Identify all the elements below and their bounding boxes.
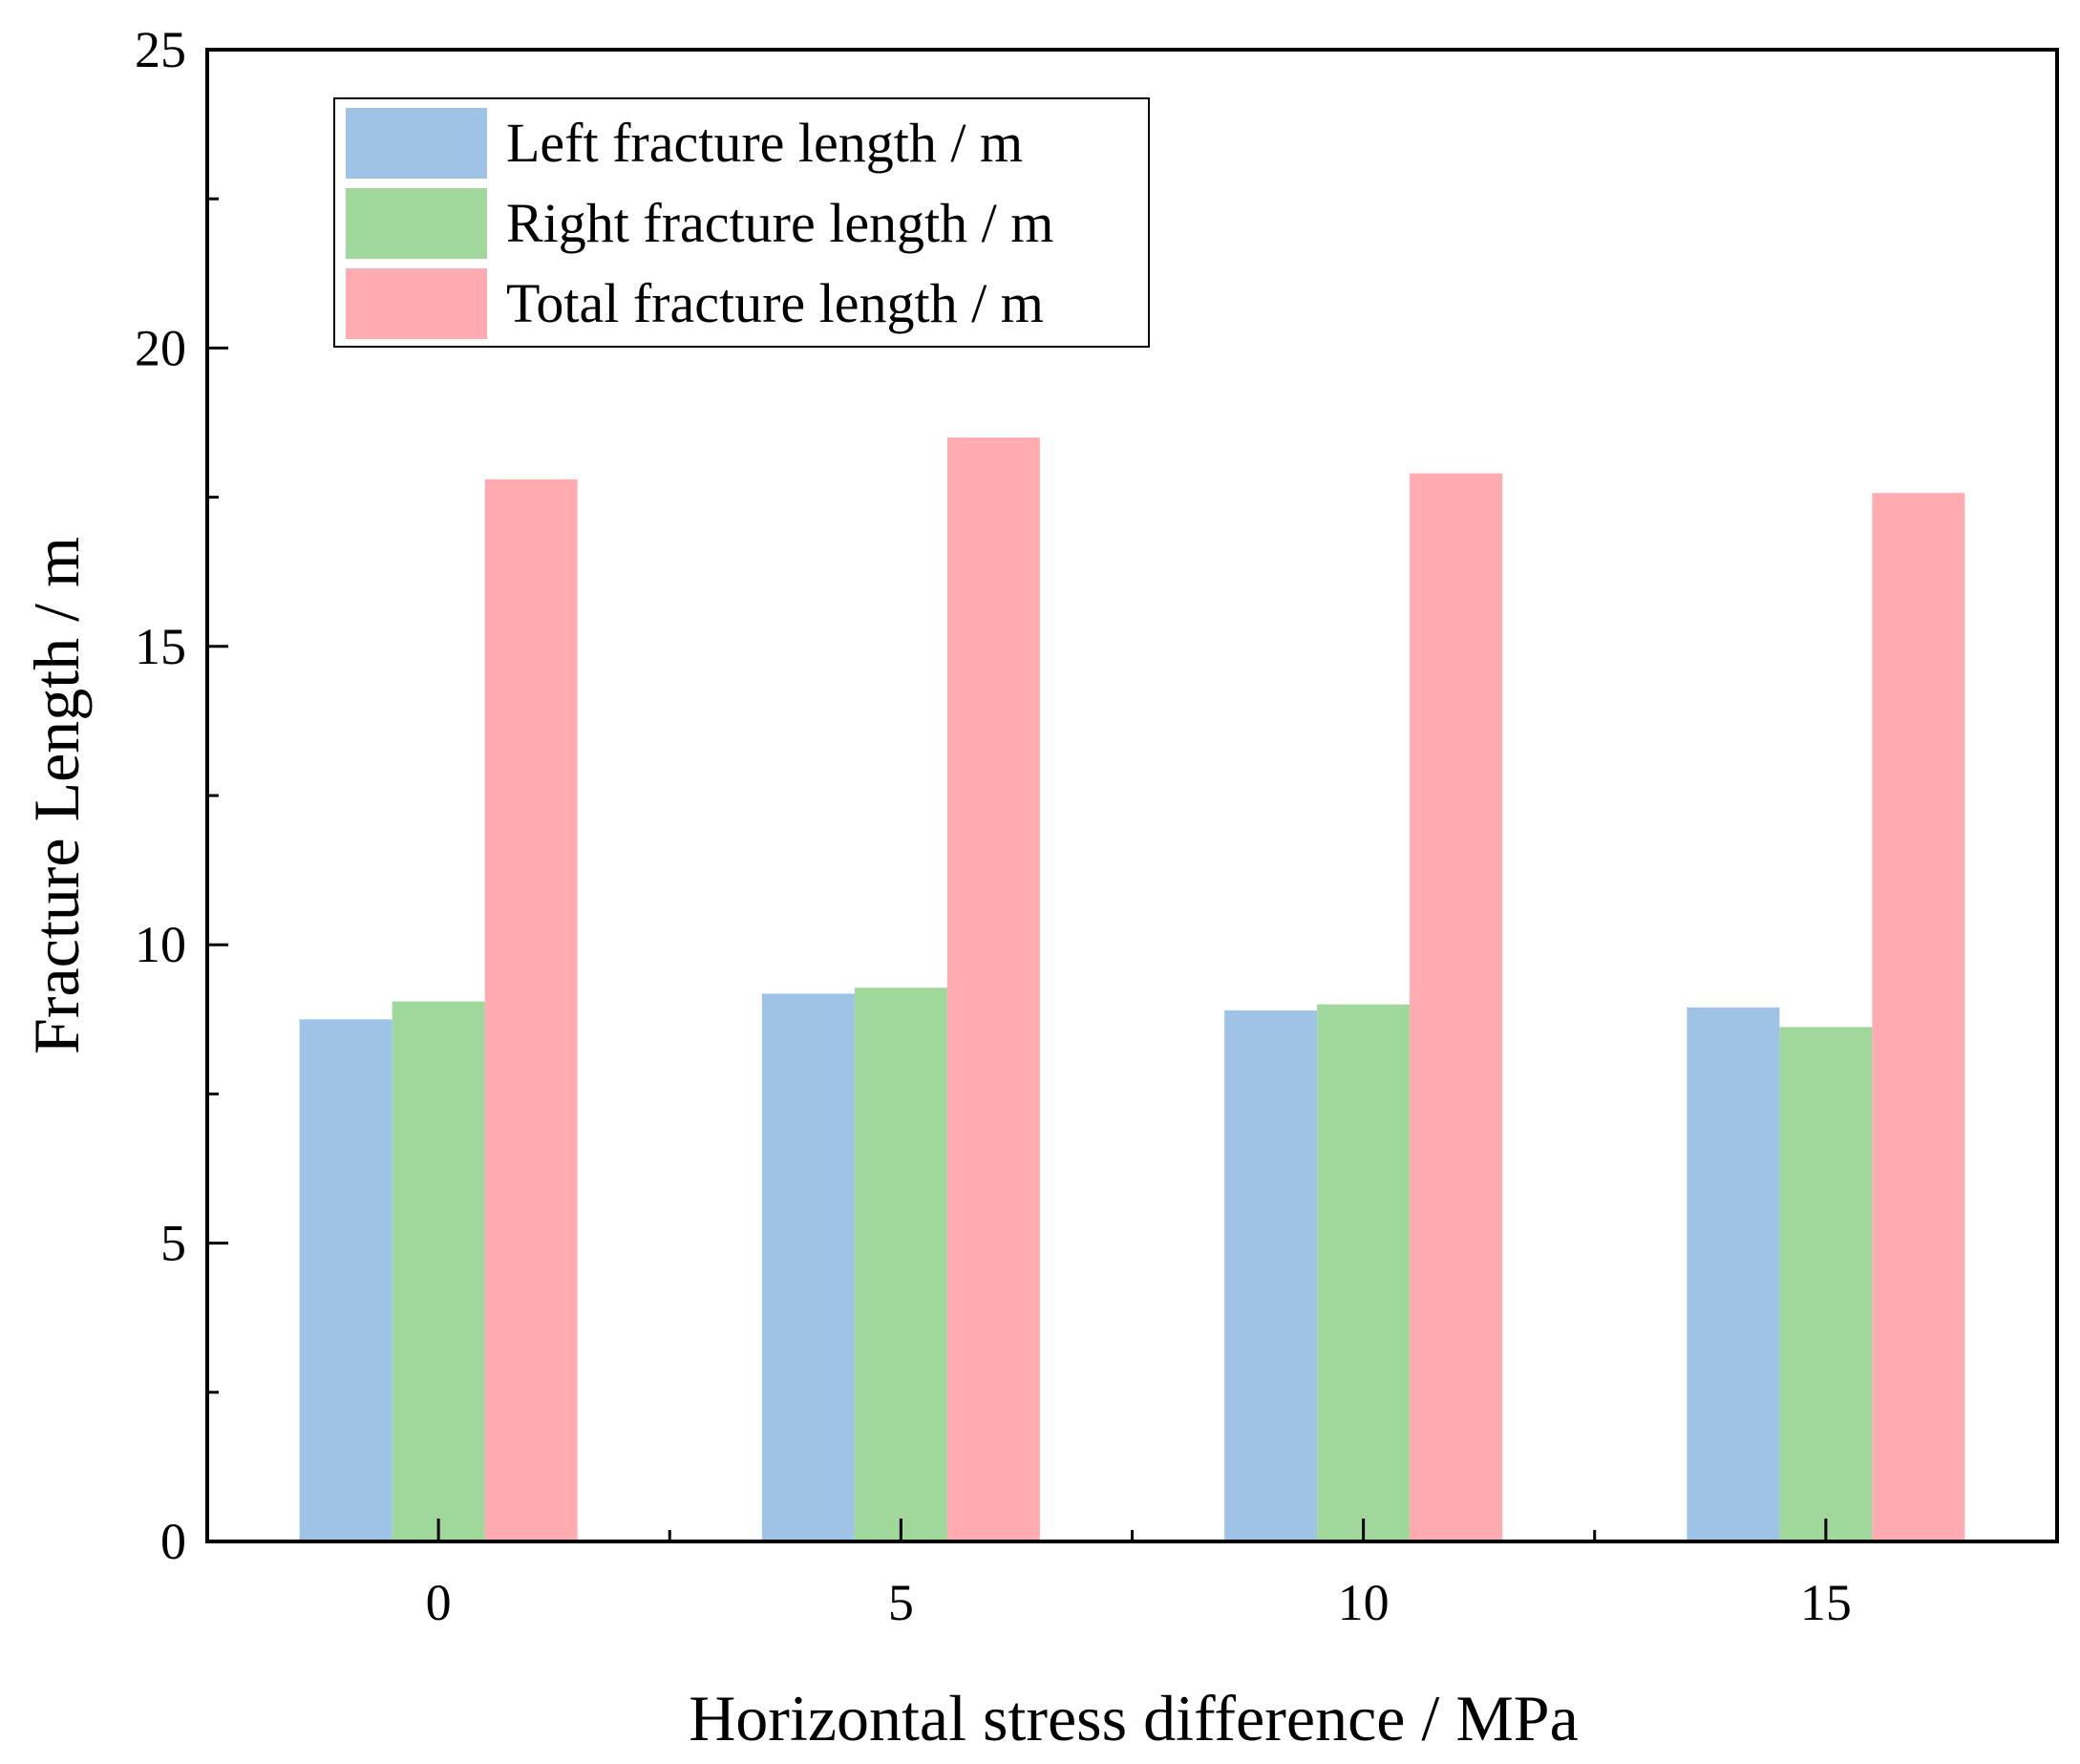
bar-series-1-category-10 (1224, 1010, 1318, 1541)
legend: Left fracture length / m Right fracture l… (333, 97, 1150, 348)
x-tick-label: 15 (1800, 1574, 1852, 1631)
bar-series-2-category-5 (854, 988, 947, 1541)
bars-layer (299, 437, 1965, 1542)
bar-series-3-category-5 (946, 437, 1040, 1541)
legend-label-1: Left fracture length / m (506, 112, 1023, 174)
y-tick-label: 10 (135, 916, 186, 973)
legend-swatch-2 (346, 188, 487, 259)
y-axis-title: Fracture Length / m (20, 537, 93, 1054)
x-tick-label: 10 (1338, 1574, 1390, 1631)
y-tick-label: 20 (135, 319, 186, 376)
y-tick-label: 0 (160, 1513, 186, 1570)
legend-swatch-1 (346, 108, 487, 179)
bar-series-3-category-10 (1410, 473, 1503, 1541)
bar-series-1-category-15 (1687, 1007, 1780, 1541)
bar-series-1-category-5 (761, 993, 855, 1541)
bar-series-3-category-0 (484, 478, 578, 1542)
x-tick-label: 5 (888, 1574, 914, 1631)
bar-series-2-category-15 (1779, 1027, 1873, 1541)
y-tick-label: 25 (135, 21, 186, 78)
ticks-layer: 0 5 10 15 20 25 0 5 10 15 (135, 21, 1852, 1631)
legend-swatch-3 (346, 268, 487, 339)
bar-series-1-category-0 (299, 1019, 393, 1541)
y-tick-label: 5 (160, 1215, 186, 1272)
x-axis-title: Horizontal stress difference / MPa (689, 1682, 1579, 1754)
x-tick-label: 0 (426, 1574, 452, 1631)
legend-label-2: Right fracture length / m (506, 192, 1053, 254)
legend-label-3: Total fracture length / m (506, 272, 1044, 334)
bar-series-2-category-10 (1317, 1004, 1411, 1541)
bar-series-2-category-0 (392, 1001, 485, 1541)
y-tick-label: 15 (135, 618, 186, 675)
bar-series-3-category-15 (1872, 493, 1965, 1542)
